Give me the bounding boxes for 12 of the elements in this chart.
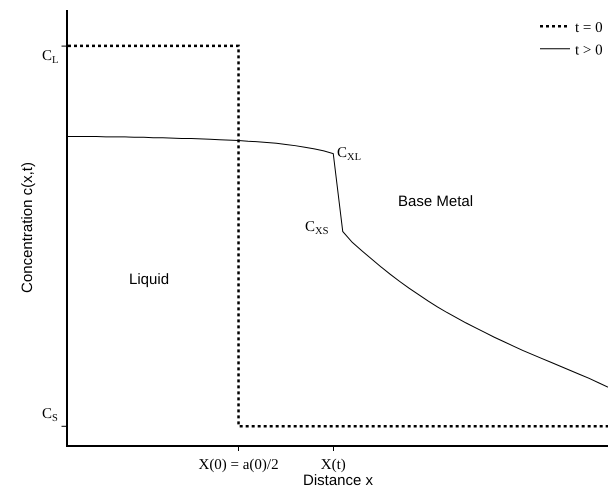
legend-label: t > 0: [575, 42, 603, 59]
x-tick-label: X(t): [320, 456, 346, 473]
x-axis-title: Distance x: [302, 472, 374, 489]
text: C$_{S}$: [42, 406, 58, 424]
annotation: C$_{XS}$: [305, 219, 329, 238]
text: C$_{L}$: [42, 48, 58, 66]
y-axis-title: Concentration c(x,t): [19, 162, 36, 293]
annotation: Liquid: [129, 271, 170, 288]
legend-label: t = 0: [575, 20, 603, 36]
x-tick-label: X(0) = a(0)/2: [198, 456, 279, 473]
annotation: Base Metal: [398, 193, 474, 210]
annotation: C$_{XL}$: [337, 145, 362, 164]
